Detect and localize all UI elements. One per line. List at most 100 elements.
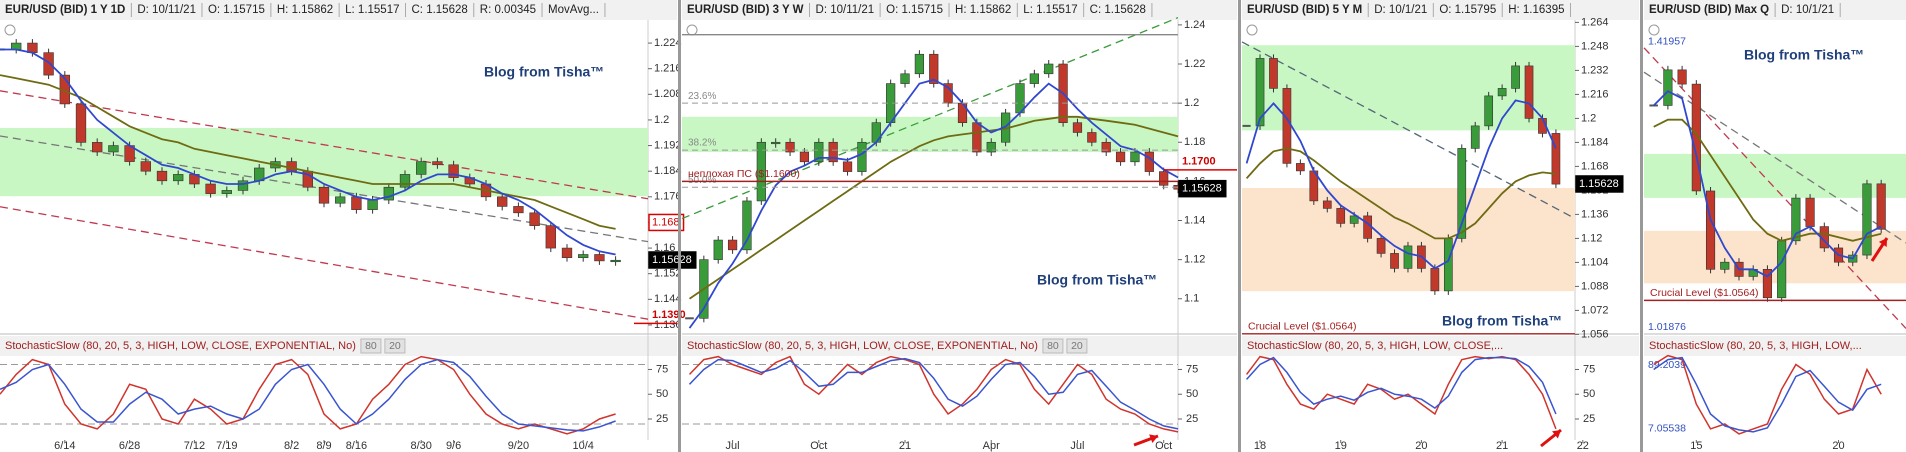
- study-extreme-label: 7.05538: [1648, 423, 1686, 435]
- candle: [108, 145, 119, 153]
- candle: [1430, 268, 1440, 292]
- candle: [1403, 245, 1413, 269]
- candle: [1336, 208, 1346, 224]
- candle: [1115, 151, 1126, 163]
- candle: [367, 199, 378, 210]
- y-tick-label: 1.216: [1581, 88, 1609, 100]
- x-tick-label: Oct: [810, 440, 827, 452]
- candle: [1296, 163, 1305, 172]
- candle: [713, 239, 723, 260]
- study-header-bar: [682, 336, 1237, 356]
- y-tick-label: 50: [1583, 388, 1595, 400]
- candle: [1349, 215, 1359, 224]
- candle: [1862, 183, 1872, 256]
- candle: [685, 317, 694, 320]
- moving-average: [688, 115, 1179, 300]
- candle: [1087, 132, 1097, 143]
- candle: [432, 161, 443, 166]
- trend-line: [1643, 71, 1906, 244]
- candle: [1762, 269, 1772, 299]
- key-level-label: неплохая ПС ($1.1600): [688, 168, 800, 180]
- header-field: C: 1.15628: [1090, 4, 1146, 16]
- header-field: D: 10/1/21: [1781, 4, 1834, 16]
- candle: [857, 141, 867, 172]
- trend-line: [1643, 47, 1906, 329]
- candle: [771, 141, 781, 145]
- study-header-bar: [1242, 336, 1639, 356]
- study-line: [688, 357, 1179, 430]
- x-tick-label: Apr: [983, 440, 1000, 452]
- candle: [1044, 63, 1054, 75]
- study-param-box: [1042, 338, 1064, 354]
- extreme-label: 1.01876: [1648, 321, 1686, 333]
- candle: [545, 225, 556, 249]
- x-tick-label: 18: [1254, 440, 1266, 452]
- y-tick-label: 1.224: [654, 37, 682, 49]
- y-tick-label: 1.088: [1581, 280, 1609, 292]
- price-label: 1.168: [652, 216, 680, 228]
- candle: [1390, 253, 1399, 269]
- candle: [92, 142, 103, 153]
- candle: [1511, 65, 1520, 89]
- price-label: 1.1700: [1182, 156, 1216, 168]
- study-param-box: [384, 338, 406, 354]
- study-param: 80: [1047, 340, 1059, 352]
- y-tick-label: 50: [656, 388, 668, 400]
- x-tick-label: 20: [1415, 440, 1427, 452]
- y-tick-label: 25: [1583, 413, 1595, 425]
- header-field: C: 1.15628: [412, 4, 468, 16]
- candle: [1029, 73, 1039, 84]
- x-tick-label: Jul: [726, 440, 740, 452]
- candle: [1443, 238, 1453, 292]
- x-tick-label: 8/2: [284, 440, 299, 452]
- cycle-icon: [1246, 24, 1258, 36]
- x-tick-label: 6/14: [54, 440, 75, 452]
- arrow-head: [1878, 238, 1887, 247]
- candle: [594, 254, 605, 262]
- x-tick-label: 15: [1690, 440, 1702, 452]
- study-param-box: [1066, 338, 1088, 354]
- key-level-label: Crucial Level ($1.0564): [1248, 321, 1357, 333]
- candle: [1777, 240, 1787, 299]
- candle: [727, 239, 738, 251]
- study-title: StochasticSlow (80, 20, 5, 3, HIGH, LOW,…: [687, 340, 1038, 352]
- header-field: R: 0.00345: [480, 4, 536, 16]
- candle: [335, 196, 346, 204]
- study-param: 80: [365, 340, 377, 352]
- header-field: H: 1.15862: [277, 4, 333, 16]
- header-field: D: 10/11/21: [137, 4, 196, 16]
- x-tick-label: 9/6: [446, 440, 461, 452]
- candle: [448, 164, 459, 178]
- candle: [1282, 88, 1292, 164]
- study-title: StochasticSlow (80, 20, 5, 3, HIGH, LOW,…: [5, 340, 356, 352]
- candle: [1791, 197, 1801, 242]
- price-box: [1575, 175, 1624, 193]
- x-tick-label: 8/9: [316, 440, 331, 452]
- candle: [799, 151, 810, 163]
- study-line: [0, 355, 616, 435]
- study-param-box: [360, 338, 382, 354]
- candle: [513, 206, 524, 214]
- study-title: StochasticSlow (80, 20, 5, 3, HIGH, LOW,…: [1649, 340, 1862, 352]
- header-field: EUR/USD (BID) 1 Y 1D: [5, 4, 125, 16]
- y-tick-label: 1.22: [1184, 58, 1205, 70]
- candle: [1101, 141, 1111, 153]
- candle: [173, 174, 184, 182]
- x-tick-label: 20: [1832, 440, 1844, 452]
- fib-label: 50.0%: [688, 175, 716, 186]
- candle: [578, 254, 589, 258]
- x-tick-label: 6/28: [119, 440, 140, 452]
- annotation: Blog from Tisha™: [1442, 313, 1562, 329]
- trend-line: [0, 206, 649, 320]
- moving-average: [1653, 90, 1882, 278]
- candle: [318, 186, 330, 204]
- candle: [205, 183, 216, 194]
- arrow-head: [1552, 430, 1561, 439]
- header-field: EUR/USD (BID) 5 Y M: [1247, 4, 1362, 16]
- x-tick-label: 7/19: [216, 440, 237, 452]
- x-tick-label: 22: [1577, 440, 1589, 452]
- cycle-icon: [1648, 24, 1660, 36]
- y-tick-label: 1.248: [1581, 40, 1609, 52]
- candle: [1242, 124, 1251, 127]
